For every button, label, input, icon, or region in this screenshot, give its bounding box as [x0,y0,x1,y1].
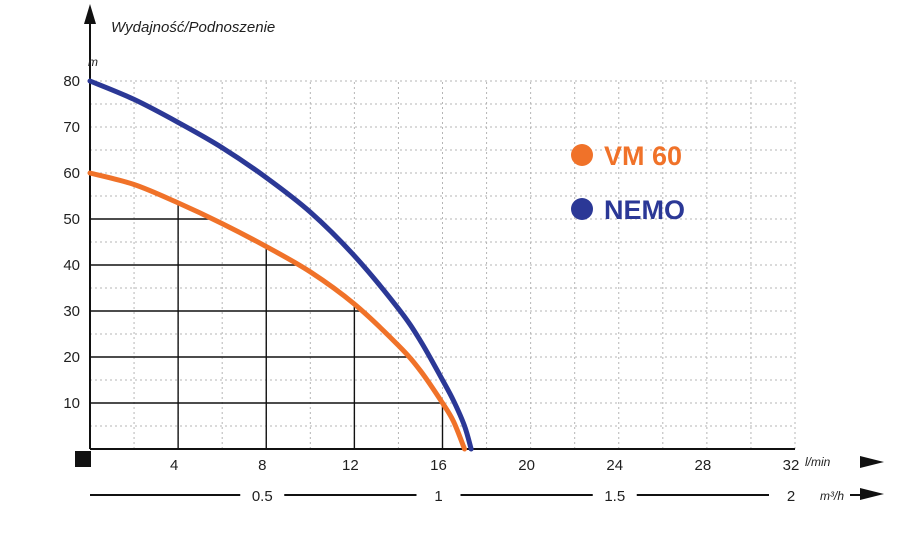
x2-tick-label: 2 [787,488,795,505]
x-tick-label: 12 [342,457,359,474]
y-tick-label: 40 [63,257,80,274]
x-tick-label: 20 [518,457,535,474]
x-axis-arrow-icon [860,456,884,468]
y-unit-label: m [88,55,98,69]
secondary-x-axis: 0.5 1 1.5 2 [90,488,862,505]
legend: VM 60 NEMO [571,141,685,225]
major-grid [90,202,444,449]
x-tick-label: 32 [783,457,800,474]
y-tick-label: 50 [63,211,80,228]
legend-marker-nemo [571,198,593,220]
y-tick-label: 70 [63,119,80,136]
y-tick-label: 60 [63,165,80,182]
x-tick-label: 4 [170,457,178,474]
x-tick-label: 28 [695,457,712,474]
x2-tick-label: 1 [434,488,442,505]
series-layer [87,78,474,452]
x-tick-label: 16 [430,457,447,474]
y-tick-label: 80 [63,73,80,90]
y-tick-label: 30 [63,303,80,320]
x2-axis-arrow-icon [860,488,884,500]
y-tick-label: 20 [63,349,80,366]
x2-tick-label: 0.5 [252,488,273,505]
x-unit-label: l/min [805,455,831,469]
origin-marker [75,451,91,467]
legend-marker-vm-60 [571,144,593,166]
x-tick-labels: 4 8 12 16 20 24 28 32 [170,457,799,474]
x-tick-label: 8 [258,457,266,474]
series-line-nemo [87,78,474,452]
legend-label: VM 60 [604,141,682,171]
x2-tick-label: 1.5 [604,488,625,505]
y-axis-arrow-icon [84,4,96,24]
series-line-vm-60 [87,170,468,452]
x-tick-label: 24 [606,457,623,474]
x2-unit-label: m³/h [820,489,844,503]
chart-title: Wydajność/Podnoszenie [111,19,275,36]
y-tick-label: 10 [63,395,80,412]
legend-label: NEMO [604,195,685,225]
y-tick-labels: 10 20 30 40 50 60 70 80 [63,73,80,412]
